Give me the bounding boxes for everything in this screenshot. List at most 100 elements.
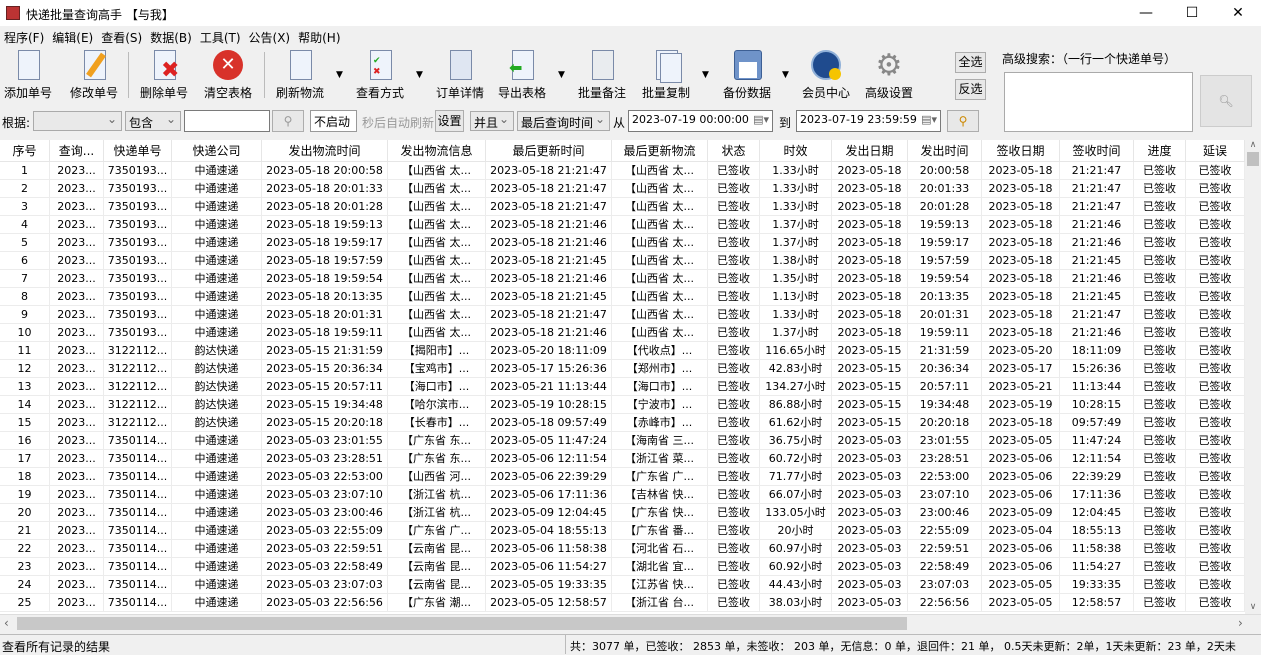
table-row[interactable]: 17 2023... 7350114... 中通速递 2023-05-03 23:28:…	[0, 450, 1245, 468]
cell-duration: 1.13小时	[760, 288, 832, 306]
calendar-icon[interactable]: ▤▾	[753, 113, 769, 126]
column-header-send-time[interactable]: 发出物流时间	[262, 140, 388, 162]
table-row[interactable]: 4 2023... 7350193... 中通速递 2023-05-18 19:59:1…	[0, 216, 1245, 234]
cell-send-clock: 23:01:55	[908, 432, 982, 450]
backup-data-button[interactable]: 备份数据	[720, 50, 774, 100]
logic-select[interactable]: 并且	[470, 111, 514, 131]
cell-delay: 已签收	[1186, 162, 1245, 180]
date-search-button[interactable]: ⚲	[947, 110, 979, 132]
menu-view[interactable]: 查看(S)	[101, 31, 143, 45]
export-table-button[interactable]: ⬅ 导出表格	[496, 50, 548, 100]
backup-dropdown-arrow[interactable]: ▼	[782, 70, 789, 80]
table-row[interactable]: 2 2023... 7350193... 中通速递 2023-05-18 20:01:3…	[0, 180, 1245, 198]
batch-remark-button[interactable]: 批量备注	[576, 50, 628, 100]
menu-program[interactable]: 程序(F)	[4, 31, 45, 45]
member-center-button[interactable]: 会员中心	[800, 50, 852, 100]
invert-selection-button[interactable]: 反选	[955, 79, 986, 100]
column-header-send-date[interactable]: 发出日期	[832, 140, 908, 162]
refresh-dropdown-arrow[interactable]: ▼	[336, 70, 343, 80]
advanced-settings-button[interactable]: ⚙ 高级设置	[862, 50, 916, 101]
table-row[interactable]: 9 2023... 7350193... 中通速递 2023-05-18 20:01:3…	[0, 306, 1245, 324]
maximize-button[interactable]: ☐	[1185, 5, 1199, 21]
table-row[interactable]: 3 2023... 7350193... 中通速递 2023-05-18 20:01:2…	[0, 198, 1245, 216]
cell-last-update-time: 2023-05-18 21:21:45	[486, 252, 612, 270]
view-dropdown-arrow[interactable]: ▼	[416, 70, 423, 80]
table-row[interactable]: 10 2023... 7350193... 中通速递 2023-05-18 19:59:…	[0, 324, 1245, 342]
table-row[interactable]: 15 2023... 3122112... 韵达快递 2023-05-15 20:20:…	[0, 414, 1245, 432]
set-button[interactable]: 设置	[435, 110, 464, 132]
cell-send-time: 2023-05-18 19:57:59	[262, 252, 388, 270]
calendar-icon[interactable]: ▤▾	[921, 113, 937, 126]
auto-refresh-input[interactable]: 不启动	[310, 110, 357, 132]
cell-courier: 中通速递	[172, 450, 262, 468]
view-mode-button[interactable]: ✔ ✖ 查看方式	[354, 50, 406, 100]
table-row[interactable]: 16 2023... 7350114... 中通速递 2023-05-03 23:01:…	[0, 432, 1245, 450]
table-row[interactable]: 18 2023... 7350114... 中通速递 2023-05-03 22:53:…	[0, 468, 1245, 486]
menu-data[interactable]: 数据(B)	[150, 31, 192, 45]
column-header-last-update-time[interactable]: 最后更新时间	[486, 140, 612, 162]
table-row[interactable]: 11 2023... 3122112... 韵达快递 2023-05-15 21:31:…	[0, 342, 1245, 360]
refresh-document-icon	[285, 50, 315, 82]
table-row[interactable]: 23 2023... 7350114... 中通速递 2023-05-03 22:58:…	[0, 558, 1245, 576]
order-detail-button[interactable]: 订单详情	[434, 50, 486, 100]
column-header-sign-date[interactable]: 签收日期	[982, 140, 1060, 162]
cell-tracking-number: 7350193...	[104, 252, 172, 270]
table-row[interactable]: 22 2023... 7350114... 中通速递 2023-05-03 22:59:…	[0, 540, 1245, 558]
table-row[interactable]: 19 2023... 7350114... 中通速递 2023-05-03 23:07:…	[0, 486, 1245, 504]
column-header-duration[interactable]: 时效	[760, 140, 832, 162]
filter-field-select[interactable]	[33, 111, 122, 131]
column-header-send-clock[interactable]: 发出时间	[908, 140, 982, 162]
column-header-seq[interactable]: 序号	[0, 140, 50, 162]
to-date-picker[interactable]: 2023-07-19 23:59:59 ▤▾	[796, 110, 941, 132]
table-row[interactable]: 1 2023... 7350193... 中通速递 2023-05-18 20:00:5…	[0, 162, 1245, 180]
table-row[interactable]: 25 2023... 7350114... 中通速递 2023-05-03 22:56:…	[0, 594, 1245, 612]
column-header-query-time[interactable]: 查询...	[50, 140, 104, 162]
advanced-search-button[interactable]: 🔍︎	[1200, 75, 1252, 127]
column-header-send-info[interactable]: 发出物流信息	[388, 140, 486, 162]
add-number-button[interactable]: 添加单号	[2, 50, 54, 100]
clear-table-button[interactable]: ✕ 清空表格	[202, 50, 254, 100]
table-row[interactable]: 13 2023... 3122112... 韵达快递 2023-05-15 20:57:…	[0, 378, 1245, 396]
keyword-search-button[interactable]: ⚲	[272, 110, 304, 132]
column-header-delay[interactable]: 延误	[1186, 140, 1245, 162]
table-row[interactable]: 12 2023... 3122112... 韵达快递 2023-05-15 20:36:…	[0, 360, 1245, 378]
cell-seq: 1	[0, 162, 50, 180]
refresh-logistics-button[interactable]: 刷新物流	[274, 50, 326, 100]
cell-send-date: 2023-05-18	[832, 216, 908, 234]
advanced-search-input[interactable]	[1004, 72, 1193, 132]
from-date-picker[interactable]: 2023-07-19 00:00:00 ▤▾	[628, 110, 773, 132]
vertical-scrollbar[interactable]: ∧ ∨	[1245, 140, 1261, 614]
table-row[interactable]: 14 2023... 3122112... 韵达快递 2023-05-15 19:34:…	[0, 396, 1245, 414]
menu-tools[interactable]: 工具(T)	[199, 31, 241, 45]
select-all-button[interactable]: 全选	[955, 52, 986, 73]
close-button[interactable]: ✕	[1232, 5, 1244, 21]
column-header-courier[interactable]: 快递公司	[172, 140, 262, 162]
table-row[interactable]: 20 2023... 7350114... 中通速递 2023-05-03 23:00:…	[0, 504, 1245, 522]
batch-copy-button[interactable]: 批量复制	[640, 50, 692, 100]
time-field-select[interactable]: 最后查询时间	[517, 111, 610, 131]
column-header-status[interactable]: 状态	[708, 140, 760, 162]
match-mode-select[interactable]: 包含	[125, 111, 181, 131]
edit-number-button[interactable]: 修改单号	[68, 50, 120, 100]
table-row[interactable]: 21 2023... 7350114... 中通速递 2023-05-03 22:55:…	[0, 522, 1245, 540]
table-row[interactable]: 6 2023... 7350193... 中通速递 2023-05-18 19:57:5…	[0, 252, 1245, 270]
delete-number-button[interactable]: ✖ 删除单号	[138, 50, 190, 100]
horizontal-scrollbar[interactable]: ‹ ›	[0, 614, 1261, 632]
column-header-tracking-number[interactable]: 快递单号	[104, 140, 172, 162]
export-dropdown-arrow[interactable]: ▼	[558, 70, 565, 80]
menu-notice[interactable]: 公告(X)	[248, 31, 291, 45]
cell-duration: 1.38小时	[760, 252, 832, 270]
cell-send-time: 2023-05-18 20:01:33	[262, 180, 388, 198]
table-row[interactable]: 8 2023... 7350193... 中通速递 2023-05-18 20:13:3…	[0, 288, 1245, 306]
column-header-sign-clock[interactable]: 签收时间	[1060, 140, 1134, 162]
menu-edit[interactable]: 编辑(E)	[52, 31, 94, 45]
minimize-button[interactable]: —	[1139, 5, 1153, 21]
column-header-last-update-info[interactable]: 最后更新物流	[612, 140, 708, 162]
column-header-progress[interactable]: 进度	[1134, 140, 1186, 162]
copy-dropdown-arrow[interactable]: ▼	[702, 70, 709, 80]
keyword-input[interactable]	[184, 110, 270, 132]
table-row[interactable]: 24 2023... 7350114... 中通速递 2023-05-03 23:07:…	[0, 576, 1245, 594]
table-row[interactable]: 7 2023... 7350193... 中通速递 2023-05-18 19:59:5…	[0, 270, 1245, 288]
table-row[interactable]: 5 2023... 7350193... 中通速递 2023-05-18 19:59:1…	[0, 234, 1245, 252]
menu-help[interactable]: 帮助(H)	[298, 31, 341, 45]
